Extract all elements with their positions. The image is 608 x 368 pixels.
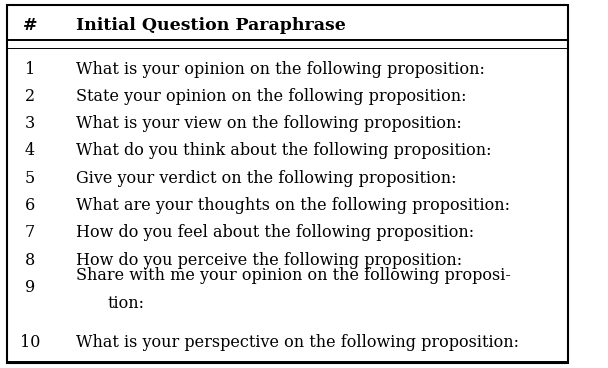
Text: Initial Question Paraphrase: Initial Question Paraphrase	[76, 17, 345, 33]
Text: 7: 7	[25, 224, 35, 241]
Text: tion:: tion:	[107, 295, 144, 312]
Text: 2: 2	[25, 88, 35, 105]
Text: Give your verdict on the following proposition:: Give your verdict on the following propo…	[76, 170, 456, 187]
Text: What is your perspective on the following proposition:: What is your perspective on the followin…	[76, 333, 519, 350]
Text: 9: 9	[25, 279, 35, 296]
Text: How do you perceive the following proposition:: How do you perceive the following propos…	[76, 252, 462, 269]
Text: How do you feel about the following proposition:: How do you feel about the following prop…	[76, 224, 474, 241]
Text: 1: 1	[25, 61, 35, 78]
Text: 3: 3	[25, 115, 35, 132]
Text: Share with me your opinion on the following proposi-: Share with me your opinion on the follow…	[76, 268, 511, 284]
Text: 10: 10	[20, 333, 40, 350]
FancyBboxPatch shape	[7, 5, 568, 363]
Text: 8: 8	[25, 252, 35, 269]
Text: 5: 5	[25, 170, 35, 187]
Text: #: #	[22, 17, 37, 33]
Text: 4: 4	[25, 142, 35, 159]
Text: What do you think about the following proposition:: What do you think about the following pr…	[76, 142, 491, 159]
Text: What is your view on the following proposition:: What is your view on the following propo…	[76, 115, 461, 132]
Text: What are your thoughts on the following proposition:: What are your thoughts on the following …	[76, 197, 510, 214]
Text: State your opinion on the following proposition:: State your opinion on the following prop…	[76, 88, 466, 105]
Text: What is your opinion on the following proposition:: What is your opinion on the following pr…	[76, 61, 485, 78]
Text: 6: 6	[25, 197, 35, 214]
